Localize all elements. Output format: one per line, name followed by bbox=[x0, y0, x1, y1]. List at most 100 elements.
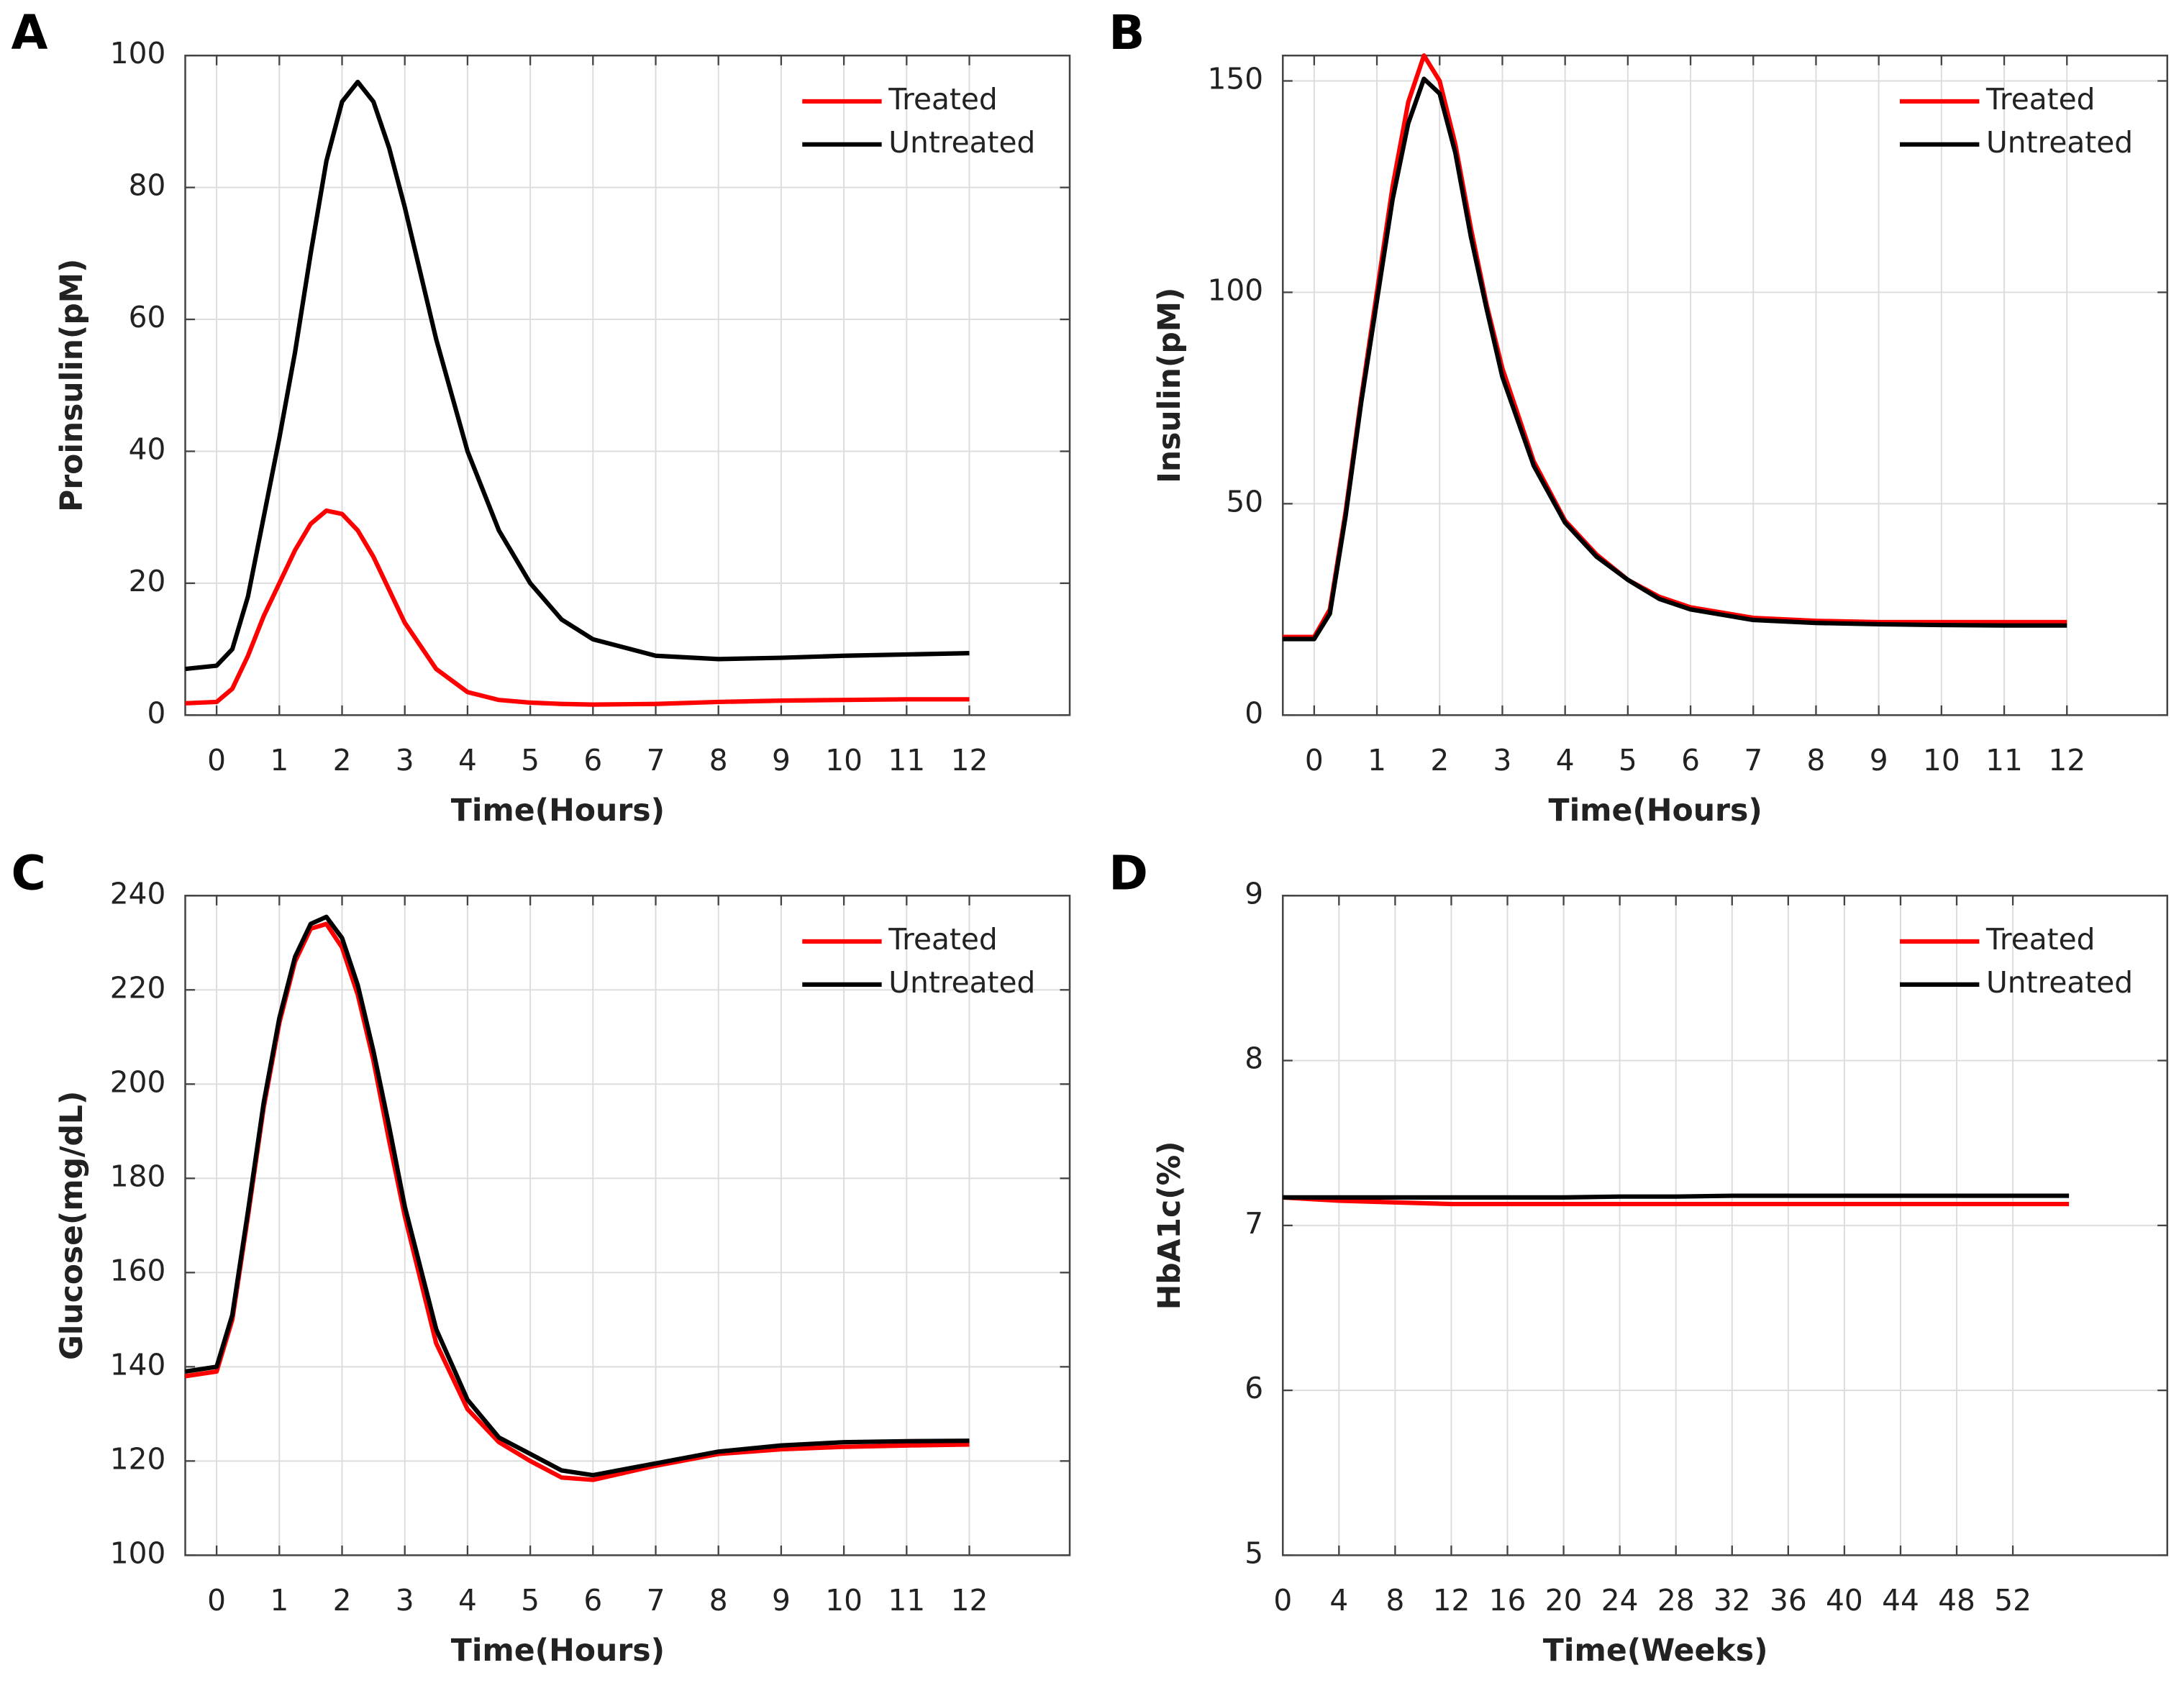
x-tick-label: 12 bbox=[951, 1583, 988, 1618]
x-tick-label: 3 bbox=[396, 1583, 414, 1618]
y-tick-label: 50 bbox=[1226, 484, 1263, 519]
x-tick-label: 24 bbox=[1601, 1583, 1639, 1618]
x-tick-label: 6 bbox=[1681, 743, 1700, 777]
legend-label: Treated bbox=[1985, 82, 2095, 117]
x-tick-label: 11 bbox=[888, 1583, 925, 1618]
x-axis-label: Time(Hours) bbox=[1549, 793, 1762, 829]
x-tick-label: 16 bbox=[1489, 1583, 1526, 1618]
x-tick-label: 48 bbox=[1938, 1583, 1975, 1618]
x-tick-label: 8 bbox=[709, 1583, 728, 1618]
y-tick-label: 180 bbox=[110, 1159, 166, 1193]
line-series bbox=[185, 921, 970, 1482]
y-axis-label: HbA1c(%) bbox=[1152, 1141, 1188, 1310]
panel: 0 1 2 3 4 5 6 7 8 9 10 11 12020406080100Time(Hours)P… bbox=[11, 5, 1071, 829]
legend-label: Treated bbox=[1985, 922, 2095, 957]
x-tick-label: 4 bbox=[1329, 1583, 1348, 1618]
y-tick-label: 6 bbox=[1245, 1371, 1263, 1405]
x-tick-label: 4 bbox=[458, 743, 477, 777]
y-tick-label: 140 bbox=[110, 1347, 166, 1382]
y-tick-label: 100 bbox=[110, 36, 166, 70]
x-tick-label: 3 bbox=[1493, 743, 1512, 777]
x-axis-label: Time(Hours) bbox=[451, 1633, 665, 1669]
panel-label: B bbox=[1109, 5, 1145, 60]
x-tick-label: 40 bbox=[1826, 1583, 1863, 1618]
y-axis-label: Insulin(pM) bbox=[1152, 288, 1188, 483]
y-tick-label: 20 bbox=[129, 564, 166, 598]
legend-label: Untreated bbox=[1986, 965, 2133, 1000]
x-tick-label: 8 bbox=[1386, 1583, 1404, 1618]
x-tick-label: 8 bbox=[709, 743, 728, 777]
x-tick-label: 4 bbox=[1556, 743, 1575, 777]
y-tick-label: 100 bbox=[1208, 273, 1264, 307]
x-tick-label: 5 bbox=[1619, 743, 1637, 777]
y-tick-label: 120 bbox=[110, 1441, 166, 1476]
x-tick-label: 2 bbox=[333, 1583, 352, 1618]
x-tick-label: 9 bbox=[772, 1583, 791, 1618]
legend-label: Untreated bbox=[888, 965, 1035, 1000]
line-series bbox=[185, 914, 970, 1478]
y-axis-label: Proinsulin(pM) bbox=[55, 259, 90, 512]
x-tick-label: 1 bbox=[270, 1583, 288, 1618]
y-tick-label: 80 bbox=[129, 168, 166, 203]
x-tick-label: 52 bbox=[1994, 1583, 2031, 1618]
y-tick-label: 200 bbox=[110, 1064, 166, 1099]
line-series bbox=[1283, 1195, 2070, 1207]
x-tick-label: 0 bbox=[207, 1583, 226, 1618]
x-tick-label: 5 bbox=[521, 1583, 540, 1618]
x-tick-label: 20 bbox=[1545, 1583, 1583, 1618]
x-tick-label: 32 bbox=[1714, 1583, 1751, 1618]
y-tick-label: 7 bbox=[1245, 1206, 1263, 1241]
y-tick-label: 5 bbox=[1245, 1536, 1263, 1570]
panel: 0 4 8 12 16 20 24 28 32 36 40 44 48 5256789Time(Weeks… bbox=[1109, 845, 2169, 1669]
legend-label: Untreated bbox=[888, 125, 1035, 160]
x-axis-label: Time(Hours) bbox=[451, 793, 665, 829]
x-axis-label: Time(Weeks) bbox=[1543, 1633, 1768, 1669]
x-tick-label: 7 bbox=[647, 743, 665, 777]
x-tick-label: 12 bbox=[951, 743, 988, 777]
x-tick-label: 2 bbox=[1430, 743, 1449, 777]
x-tick-label: 36 bbox=[1770, 1583, 1807, 1618]
y-tick-label: 8 bbox=[1245, 1041, 1263, 1076]
y-tick-label: 220 bbox=[110, 970, 166, 1005]
x-tick-label: 9 bbox=[1870, 743, 1888, 777]
y-tick-label: 9 bbox=[1245, 876, 1263, 911]
y-tick-label: 40 bbox=[129, 432, 166, 467]
x-tick-label: 7 bbox=[1744, 743, 1762, 777]
x-tick-label: 9 bbox=[772, 743, 791, 777]
y-tick-label: 0 bbox=[1245, 695, 1263, 730]
x-tick-label: 4 bbox=[458, 1583, 477, 1618]
line-series bbox=[185, 508, 970, 707]
y-tick-label: 160 bbox=[110, 1253, 166, 1287]
line-series bbox=[1283, 1193, 2070, 1200]
panel: 0 1 2 3 4 5 6 7 8 9 10 11 12100120140160180200220240… bbox=[11, 845, 1071, 1669]
plot-frame bbox=[184, 895, 1071, 1556]
x-tick-label: 28 bbox=[1657, 1583, 1695, 1618]
x-tick-label: 0 bbox=[1273, 1583, 1292, 1618]
x-tick-label: 1 bbox=[1368, 743, 1386, 777]
legend-label: Untreated bbox=[1986, 125, 2133, 160]
x-tick-label: 6 bbox=[583, 743, 602, 777]
plot-frame bbox=[1282, 895, 2169, 1556]
x-tick-label: 6 bbox=[583, 1583, 602, 1618]
x-tick-label: 11 bbox=[888, 743, 925, 777]
x-tick-label: 0 bbox=[207, 743, 226, 777]
x-tick-label: 10 bbox=[825, 1583, 863, 1618]
x-tick-label: 0 bbox=[1305, 743, 1324, 777]
y-tick-label: 0 bbox=[147, 695, 166, 730]
x-tick-label: 5 bbox=[521, 743, 540, 777]
panel-label: C bbox=[11, 845, 45, 900]
plot-frame bbox=[184, 54, 1071, 716]
x-tick-label: 1 bbox=[270, 743, 288, 777]
legend-label: Treated bbox=[888, 82, 997, 117]
line-series bbox=[185, 79, 970, 672]
y-tick-label: 150 bbox=[1208, 62, 1264, 96]
panel: 0 1 2 3 4 5 6 7 8 9 10 11 12050100150Time(Hours)Insu… bbox=[1109, 5, 2169, 829]
x-tick-label: 3 bbox=[396, 743, 414, 777]
y-tick-label: 240 bbox=[110, 876, 166, 911]
x-tick-label: 2 bbox=[333, 743, 352, 777]
x-tick-label: 7 bbox=[647, 1583, 665, 1618]
panel-label: A bbox=[11, 5, 47, 60]
x-tick-label: 44 bbox=[1882, 1583, 1919, 1618]
x-tick-label: 8 bbox=[1807, 743, 1826, 777]
